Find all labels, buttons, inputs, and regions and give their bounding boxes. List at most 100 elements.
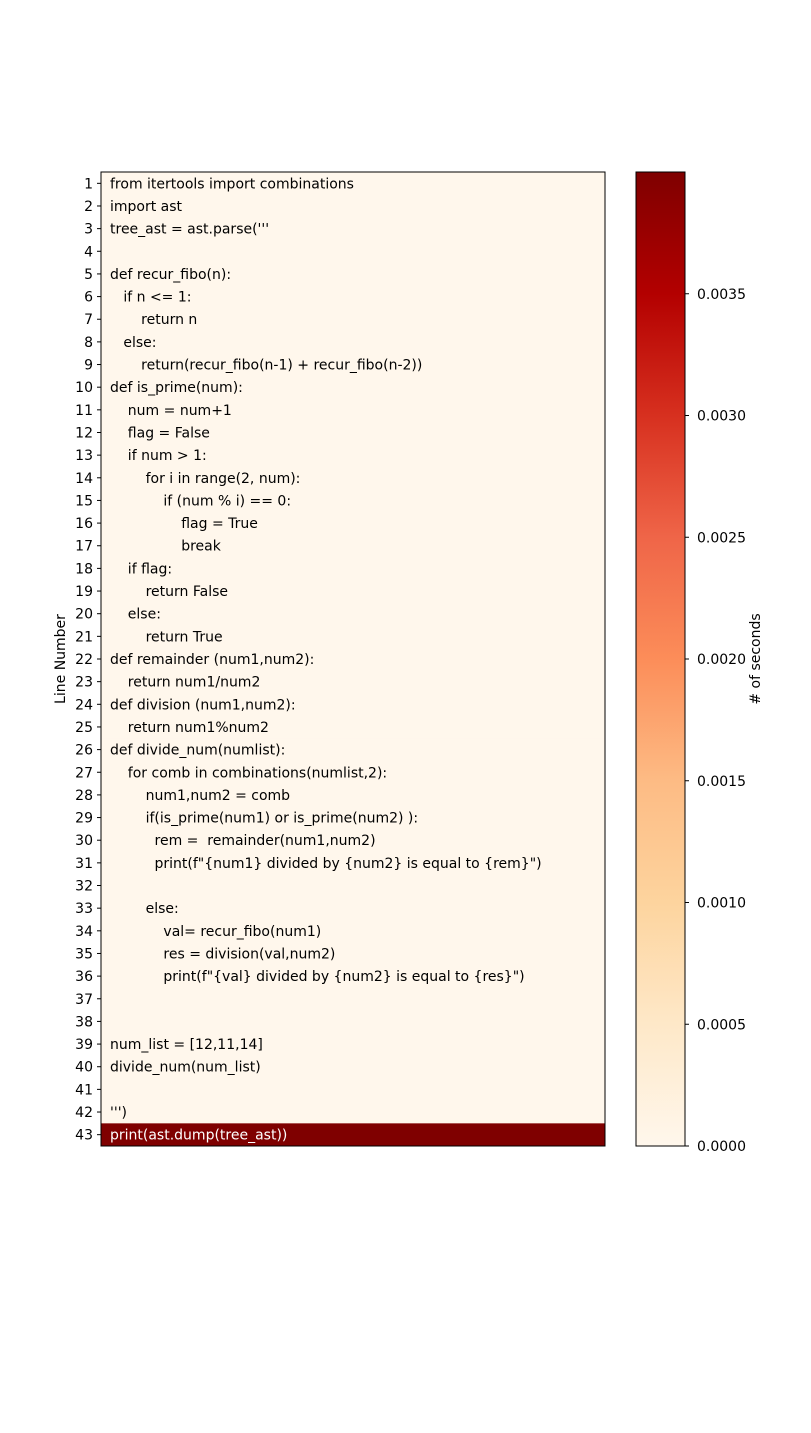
heat-cell [101,670,605,694]
heat-cell [101,1032,605,1056]
code-line-text: def divide_num(numlist): [110,743,285,759]
y-tick-label: 26 [75,743,93,759]
code-line-text: for i in range(2, num): [110,471,300,487]
code-line-text: return num1/num2 [110,675,260,691]
y-tick-label: 3 [84,222,93,238]
heat-cell [101,1123,605,1147]
y-tick-label: 5 [84,267,93,283]
heat-cell [101,579,605,603]
colorbar-tick-label: 0.0020 [697,652,746,668]
y-tick-label: 20 [75,607,93,623]
y-axis-label: Line Number [53,614,69,704]
heat-cell [101,353,605,377]
code-line-text: if(is_prime(num1) or is_prime(num2) ): [110,811,418,827]
y-tick-label: 18 [75,561,93,577]
heat-cell [101,239,605,264]
code-line-text: else: [110,335,156,351]
heat-cell [101,398,605,422]
heat-cell [101,602,605,626]
heat-cell [101,330,605,354]
code-line-text: rem = remainder(num1,num2) [110,833,376,849]
heat-cell [101,738,605,762]
code-line-text: def remainder (num1,num2): [110,652,314,668]
y-tick-label: 39 [75,1037,93,1053]
colorbar-label: # of seconds [748,613,764,704]
heat-cell [101,262,605,286]
y-tick-label: 21 [75,629,93,645]
code-line-text: def is_prime(num): [110,380,243,396]
y-tick-label: 31 [75,856,93,872]
code-line-text: else: [110,901,179,917]
code-line-text: divide_num(num_list) [110,1060,261,1076]
code-line-text: res = division(val,num2) [110,946,335,962]
heat-cell [101,443,605,467]
code-line-text: flag = False [110,425,210,441]
heatmap-rows [101,172,605,1147]
y-tick-label: 19 [75,584,93,600]
y-tick-label: 30 [75,833,93,849]
y-tick-label: 10 [75,380,93,396]
heat-cell [101,806,605,830]
code-line-text: return False [110,584,228,600]
heat-cell [101,511,605,535]
code-line-text: print(ast.dump(tree_ast)) [110,1128,287,1144]
heat-cell [101,874,605,898]
heat-cell [101,1078,605,1102]
colorbar-tick-label: 0.0000 [697,1139,746,1155]
line-number-axis: 1234567891011121314151617181920212223242… [75,176,101,1144]
heat-cell [101,172,605,196]
heat-cell [101,919,605,943]
y-tick-label: 41 [75,1082,93,1098]
code-line-text: def division (num1,num2): [110,697,296,713]
heat-cell [101,1010,605,1034]
y-tick-label: 24 [75,697,93,713]
code-line-text: tree_ast = ast.parse(''' [110,222,269,238]
heat-cell [101,534,605,558]
code-line-text: for comb in combinations(numlist,2): [110,765,387,781]
code-line-text: ''') [110,1105,127,1121]
heat-cell [101,557,605,581]
heat-cell [101,851,605,875]
y-tick-label: 43 [75,1128,93,1144]
y-tick-label: 13 [75,448,93,464]
heat-cell [101,1100,605,1124]
code-line-text: num_list = [12,11,14] [110,1037,263,1053]
colorbar-tick-label: 0.0010 [697,896,746,912]
code-line-text: return num1%num2 [110,720,269,736]
colorbar-tick-label: 0.0005 [697,1017,746,1033]
code-line-text: if flag: [110,561,172,577]
y-tick-label: 38 [75,1014,93,1030]
y-tick-label: 4 [84,244,93,260]
y-tick-label: 35 [75,946,93,962]
code-line-text: import ast [110,199,183,215]
code-line-text: if num > 1: [110,448,207,464]
y-tick-label: 11 [75,403,93,419]
y-tick-label: 17 [75,539,93,555]
y-tick-label: 12 [75,425,93,441]
y-tick-label: 1 [84,176,93,192]
heat-cell [101,285,605,309]
heat-cell [101,466,605,490]
code-line-text: print(f"{val} divided by {num2} is equal… [110,969,525,985]
heat-cell [101,647,605,671]
colorbar [636,172,685,1146]
heat-cell [101,964,605,988]
y-tick-label: 29 [75,811,93,827]
heat-cell [101,942,605,966]
code-line-text: def recur_fibo(n): [110,267,231,283]
heat-cell [101,489,605,513]
colorbar-tick-label: 0.0025 [697,530,746,546]
heat-cell [101,987,605,1011]
heat-cell [101,783,605,807]
code-line-text: num = num+1 [110,403,232,419]
y-tick-label: 37 [75,992,93,1008]
code-line-text: from itertools import combinations [110,176,354,192]
heat-cell [101,217,605,241]
y-tick-label: 25 [75,720,93,736]
y-tick-label: 2 [84,199,93,215]
y-tick-label: 34 [75,924,93,940]
y-tick-label: 33 [75,901,93,917]
y-tick-label: 14 [75,471,93,487]
y-tick-label: 27 [75,765,93,781]
